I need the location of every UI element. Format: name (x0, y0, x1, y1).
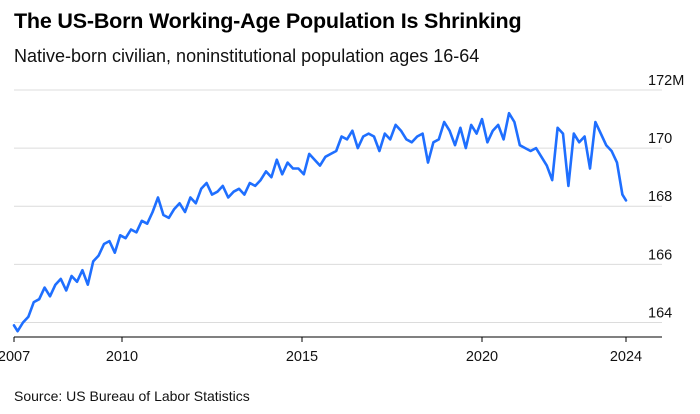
y-tick-label: 172M (648, 73, 684, 89)
y-tick-label: 166 (648, 247, 672, 263)
y-tick-label: 168 (648, 189, 672, 205)
x-tick-label: 2020 (466, 349, 498, 365)
chart-title: The US-Born Working-Age Population Is Sh… (14, 9, 522, 33)
x-axis-labels: 2007 2010 2015 2020 2024 (0, 349, 642, 365)
x-tick-label: 2010 (106, 349, 138, 365)
x-tick-label: 2015 (286, 349, 318, 365)
series-line (12, 111, 628, 333)
x-axis (13, 336, 662, 342)
gridlines (14, 89, 662, 323)
y-tick-label: 164 (648, 305, 672, 321)
y-axis-labels: 164 166 168 170 172M (648, 73, 684, 321)
chart-subtitle: Native-born civilian, noninstitutional p… (14, 46, 480, 66)
series-line-layer (12, 111, 628, 333)
source-note: Source: US Bureau of Labor Statistics (14, 388, 250, 404)
y-tick-label: 170 (648, 131, 672, 147)
x-tick-label: 2007 (0, 349, 30, 365)
x-tick-label: 2024 (610, 349, 642, 365)
